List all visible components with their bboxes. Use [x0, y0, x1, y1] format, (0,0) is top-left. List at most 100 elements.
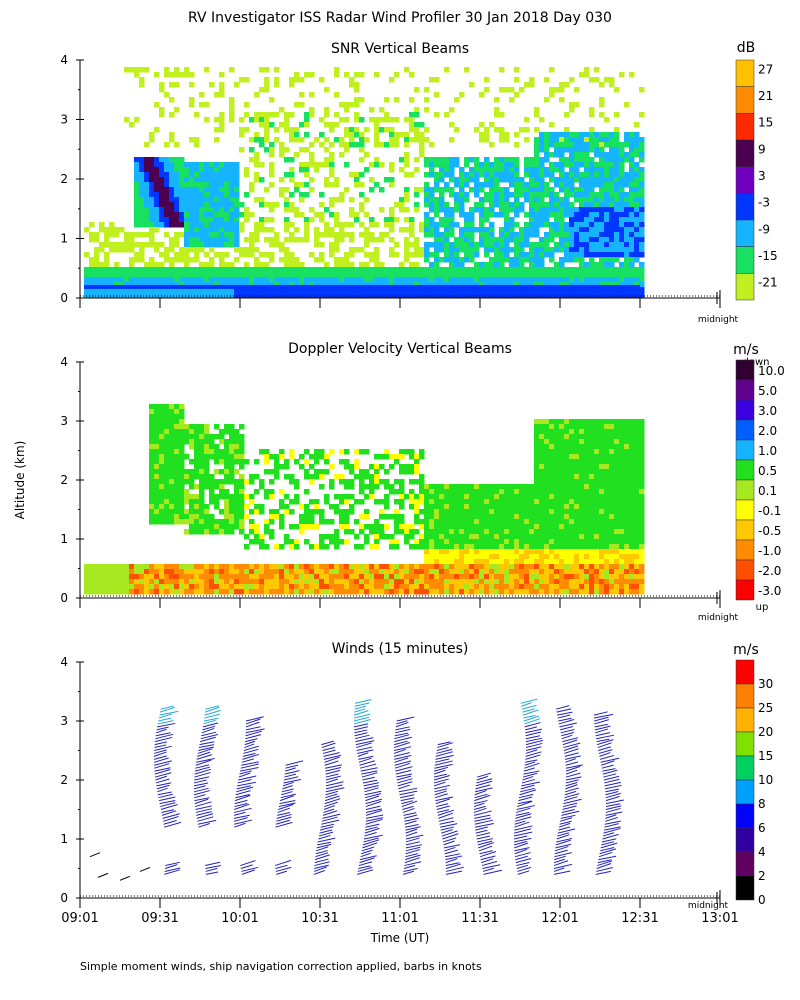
- velocity-cell: [444, 539, 450, 545]
- velocity-cell: [324, 534, 330, 540]
- snr-cell: [499, 192, 505, 198]
- snr-cell: [104, 242, 110, 248]
- snr-cell: [134, 222, 140, 228]
- snr-cell: [529, 172, 535, 178]
- snr-cell: [474, 252, 480, 258]
- velocity-cell: [339, 479, 345, 485]
- velocity-cell: [384, 574, 390, 580]
- velocity-cell: [474, 529, 480, 535]
- snr-cell: [184, 177, 190, 183]
- snr-cell: [104, 252, 110, 258]
- velocity-cell: [544, 454, 550, 460]
- velocity-cell: [544, 589, 550, 595]
- snr-cell: [434, 287, 440, 293]
- velocity-cell: [274, 564, 280, 570]
- velocity-cell: [569, 569, 575, 575]
- snr-cell: [619, 287, 625, 293]
- snr-cell: [179, 207, 185, 213]
- snr-cell: [284, 237, 290, 243]
- velocity-cell: [179, 499, 185, 505]
- snr-cell: [459, 237, 465, 243]
- velocity-cell: [589, 434, 595, 440]
- snr-cell: [624, 192, 630, 198]
- velocity-cell: [539, 444, 545, 450]
- snr-cell: [589, 142, 595, 148]
- velocity-cell: [559, 444, 565, 450]
- snr-cell: [524, 212, 530, 218]
- velocity-cell: [604, 514, 610, 520]
- snr-cell: [464, 282, 470, 288]
- colorbar-label: -15: [758, 249, 778, 263]
- velocity-cell: [409, 479, 415, 485]
- velocity-cell: [524, 504, 530, 510]
- velocity-cell: [149, 584, 155, 590]
- snr-cell: [484, 237, 490, 243]
- snr-cell: [224, 222, 230, 228]
- snr-cell: [469, 232, 475, 238]
- snr-cell: [204, 187, 210, 193]
- snr-cell: [634, 242, 640, 248]
- snr-cell: [574, 207, 580, 213]
- snr-cell: [364, 152, 370, 158]
- snr-cell: [204, 162, 210, 168]
- velocity-cell: [164, 459, 170, 465]
- velocity-cell: [529, 514, 535, 520]
- velocity-cell: [409, 569, 415, 575]
- velocity-cell: [529, 564, 535, 570]
- colorbar-label: 3: [758, 169, 766, 183]
- snr-cell: [309, 207, 315, 213]
- snr-cell: [289, 177, 295, 183]
- snr-cell: [234, 167, 240, 173]
- snr-cell: [179, 177, 185, 183]
- snr-cell: [269, 252, 275, 258]
- snr-cell: [559, 222, 565, 228]
- snr-cell: [259, 112, 265, 118]
- snr-cell: [514, 222, 520, 228]
- velocity-cell: [369, 494, 375, 500]
- snr-cell: [464, 177, 470, 183]
- snr-cell: [454, 242, 460, 248]
- velocity-cell: [459, 559, 465, 565]
- velocity-cell: [149, 514, 155, 520]
- velocity-cell: [374, 464, 380, 470]
- velocity-cell: [179, 464, 185, 470]
- snr-cell: [99, 242, 105, 248]
- snr-cell: [284, 227, 290, 233]
- snr-cell: [219, 222, 225, 228]
- snr-cell: [604, 227, 610, 233]
- snr-cell: [414, 292, 420, 298]
- velocity-cell: [564, 539, 570, 545]
- snr-cell: [469, 157, 475, 163]
- snr-cell: [594, 177, 600, 183]
- velocity-cell: [389, 564, 395, 570]
- snr-cell: [519, 242, 525, 248]
- snr-cell: [199, 237, 205, 243]
- velocity-cell: [554, 524, 560, 530]
- snr-cell: [549, 282, 555, 288]
- velocity-cell: [554, 514, 560, 520]
- velocity-cell: [169, 479, 175, 485]
- velocity-cell: [154, 564, 160, 570]
- snr-cell: [209, 162, 215, 168]
- snr-cell: [339, 192, 345, 198]
- velocity-cell: [554, 484, 560, 490]
- snr-cell: [304, 72, 310, 78]
- snr-cell: [544, 242, 550, 248]
- snr-cell: [359, 137, 365, 143]
- snr-cell: [629, 282, 635, 288]
- snr-cell: [619, 172, 625, 178]
- velocity-cell: [149, 569, 155, 575]
- snr-cell: [294, 127, 300, 133]
- velocity-cell: [404, 529, 410, 535]
- snr-cell: [359, 232, 365, 238]
- snr-cell: [494, 177, 500, 183]
- velocity-cell: [519, 574, 525, 580]
- snr-cell: [299, 262, 305, 268]
- velocity-cell: [459, 554, 465, 560]
- snr-cell: [499, 202, 505, 208]
- snr-cell: [584, 237, 590, 243]
- velocity-cell: [379, 564, 385, 570]
- velocity-cell: [189, 524, 195, 530]
- snr-cell: [594, 137, 600, 143]
- snr-cell: [554, 142, 560, 148]
